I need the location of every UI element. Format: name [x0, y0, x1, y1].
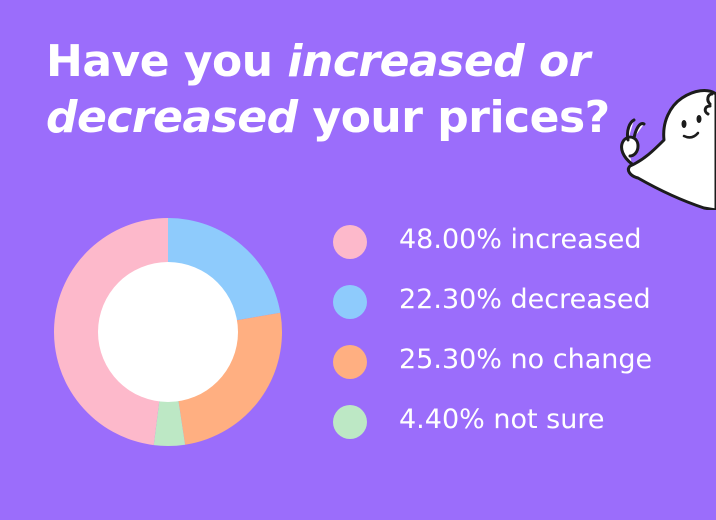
- ghost-body: [626, 89, 716, 210]
- title-part-2-italic: increased or decreased: [46, 36, 590, 143]
- legend-swatch-decreased: [333, 285, 367, 319]
- legend-label-increased: 48.00% increased: [399, 224, 642, 255]
- ghost-mascot-icon: [620, 89, 716, 210]
- donut-chart: [53, 218, 282, 446]
- legend-label-decreased: 22.30% decreased: [399, 284, 651, 315]
- ghost-left-eye: [681, 120, 687, 128]
- legend-swatch-not-sure: [333, 405, 367, 439]
- ghost-mouth: [682, 131, 700, 139]
- chart-title: Have you increased or decreased your pri…: [46, 34, 626, 146]
- legend-label-no-change: 25.30% no change: [399, 344, 653, 375]
- title-part-1: Have you: [46, 36, 288, 87]
- title-part-3: your prices?: [297, 92, 611, 143]
- legend-swatch-no-change: [333, 345, 367, 379]
- ghost-right-eye: [696, 115, 702, 123]
- ghost-wave-hand: [703, 92, 714, 116]
- legend-label-not-sure: 4.40% not sure: [399, 404, 605, 435]
- legend-swatch-increased: [333, 225, 367, 259]
- ghost-hand-ok-gesture: [620, 118, 646, 166]
- donut-hole: [98, 262, 238, 402]
